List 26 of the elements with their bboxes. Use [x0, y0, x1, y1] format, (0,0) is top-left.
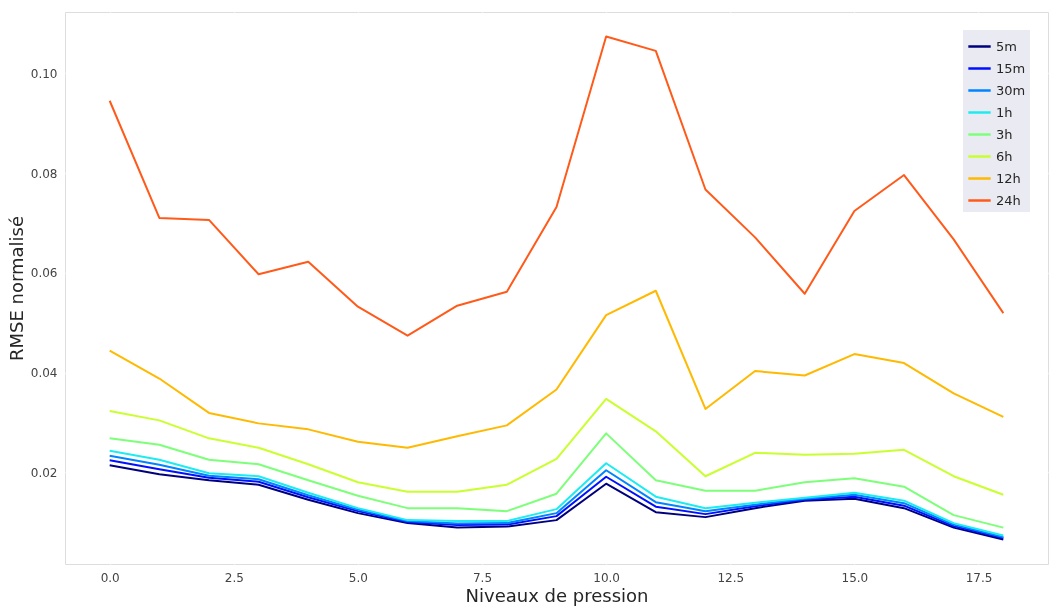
x-tick-label: 7.5: [472, 570, 493, 585]
y-tick-label: 0.06: [30, 266, 58, 281]
legend-label: 1h: [996, 104, 1013, 120]
y-axis-title: RMSE normalisé: [5, 215, 27, 362]
x-tick-label: 5.0: [348, 570, 368, 585]
x-tick-label: 10.0: [593, 570, 621, 585]
line-series: [108, 432, 1005, 529]
legend-label: 5m: [996, 38, 1017, 54]
legend-label: 3h: [996, 126, 1013, 142]
legend-label: 12h: [996, 170, 1021, 186]
x-tick-label: 12.5: [717, 570, 745, 585]
y-tick-label: 0.04: [30, 366, 58, 381]
legend-label: 30m: [996, 82, 1026, 98]
x-tick-label: 15.0: [841, 570, 869, 585]
legend-label: 24h: [996, 192, 1021, 208]
y-tick-label: 0.10: [30, 66, 58, 81]
line-series: [108, 397, 1005, 496]
x-tick-label: 17.5: [965, 570, 993, 585]
line-series: [108, 289, 1005, 449]
x-tick-label: 0.0: [100, 570, 120, 585]
x-tick-label: 2.5: [224, 570, 244, 585]
x-axis-title: Niveaux de pression: [465, 584, 649, 606]
legend-label: 15m: [996, 60, 1026, 76]
y-tick-label: 0.08: [30, 166, 58, 181]
y-tick-label: 0.02: [30, 465, 58, 480]
legend-label: 6h: [996, 148, 1013, 164]
